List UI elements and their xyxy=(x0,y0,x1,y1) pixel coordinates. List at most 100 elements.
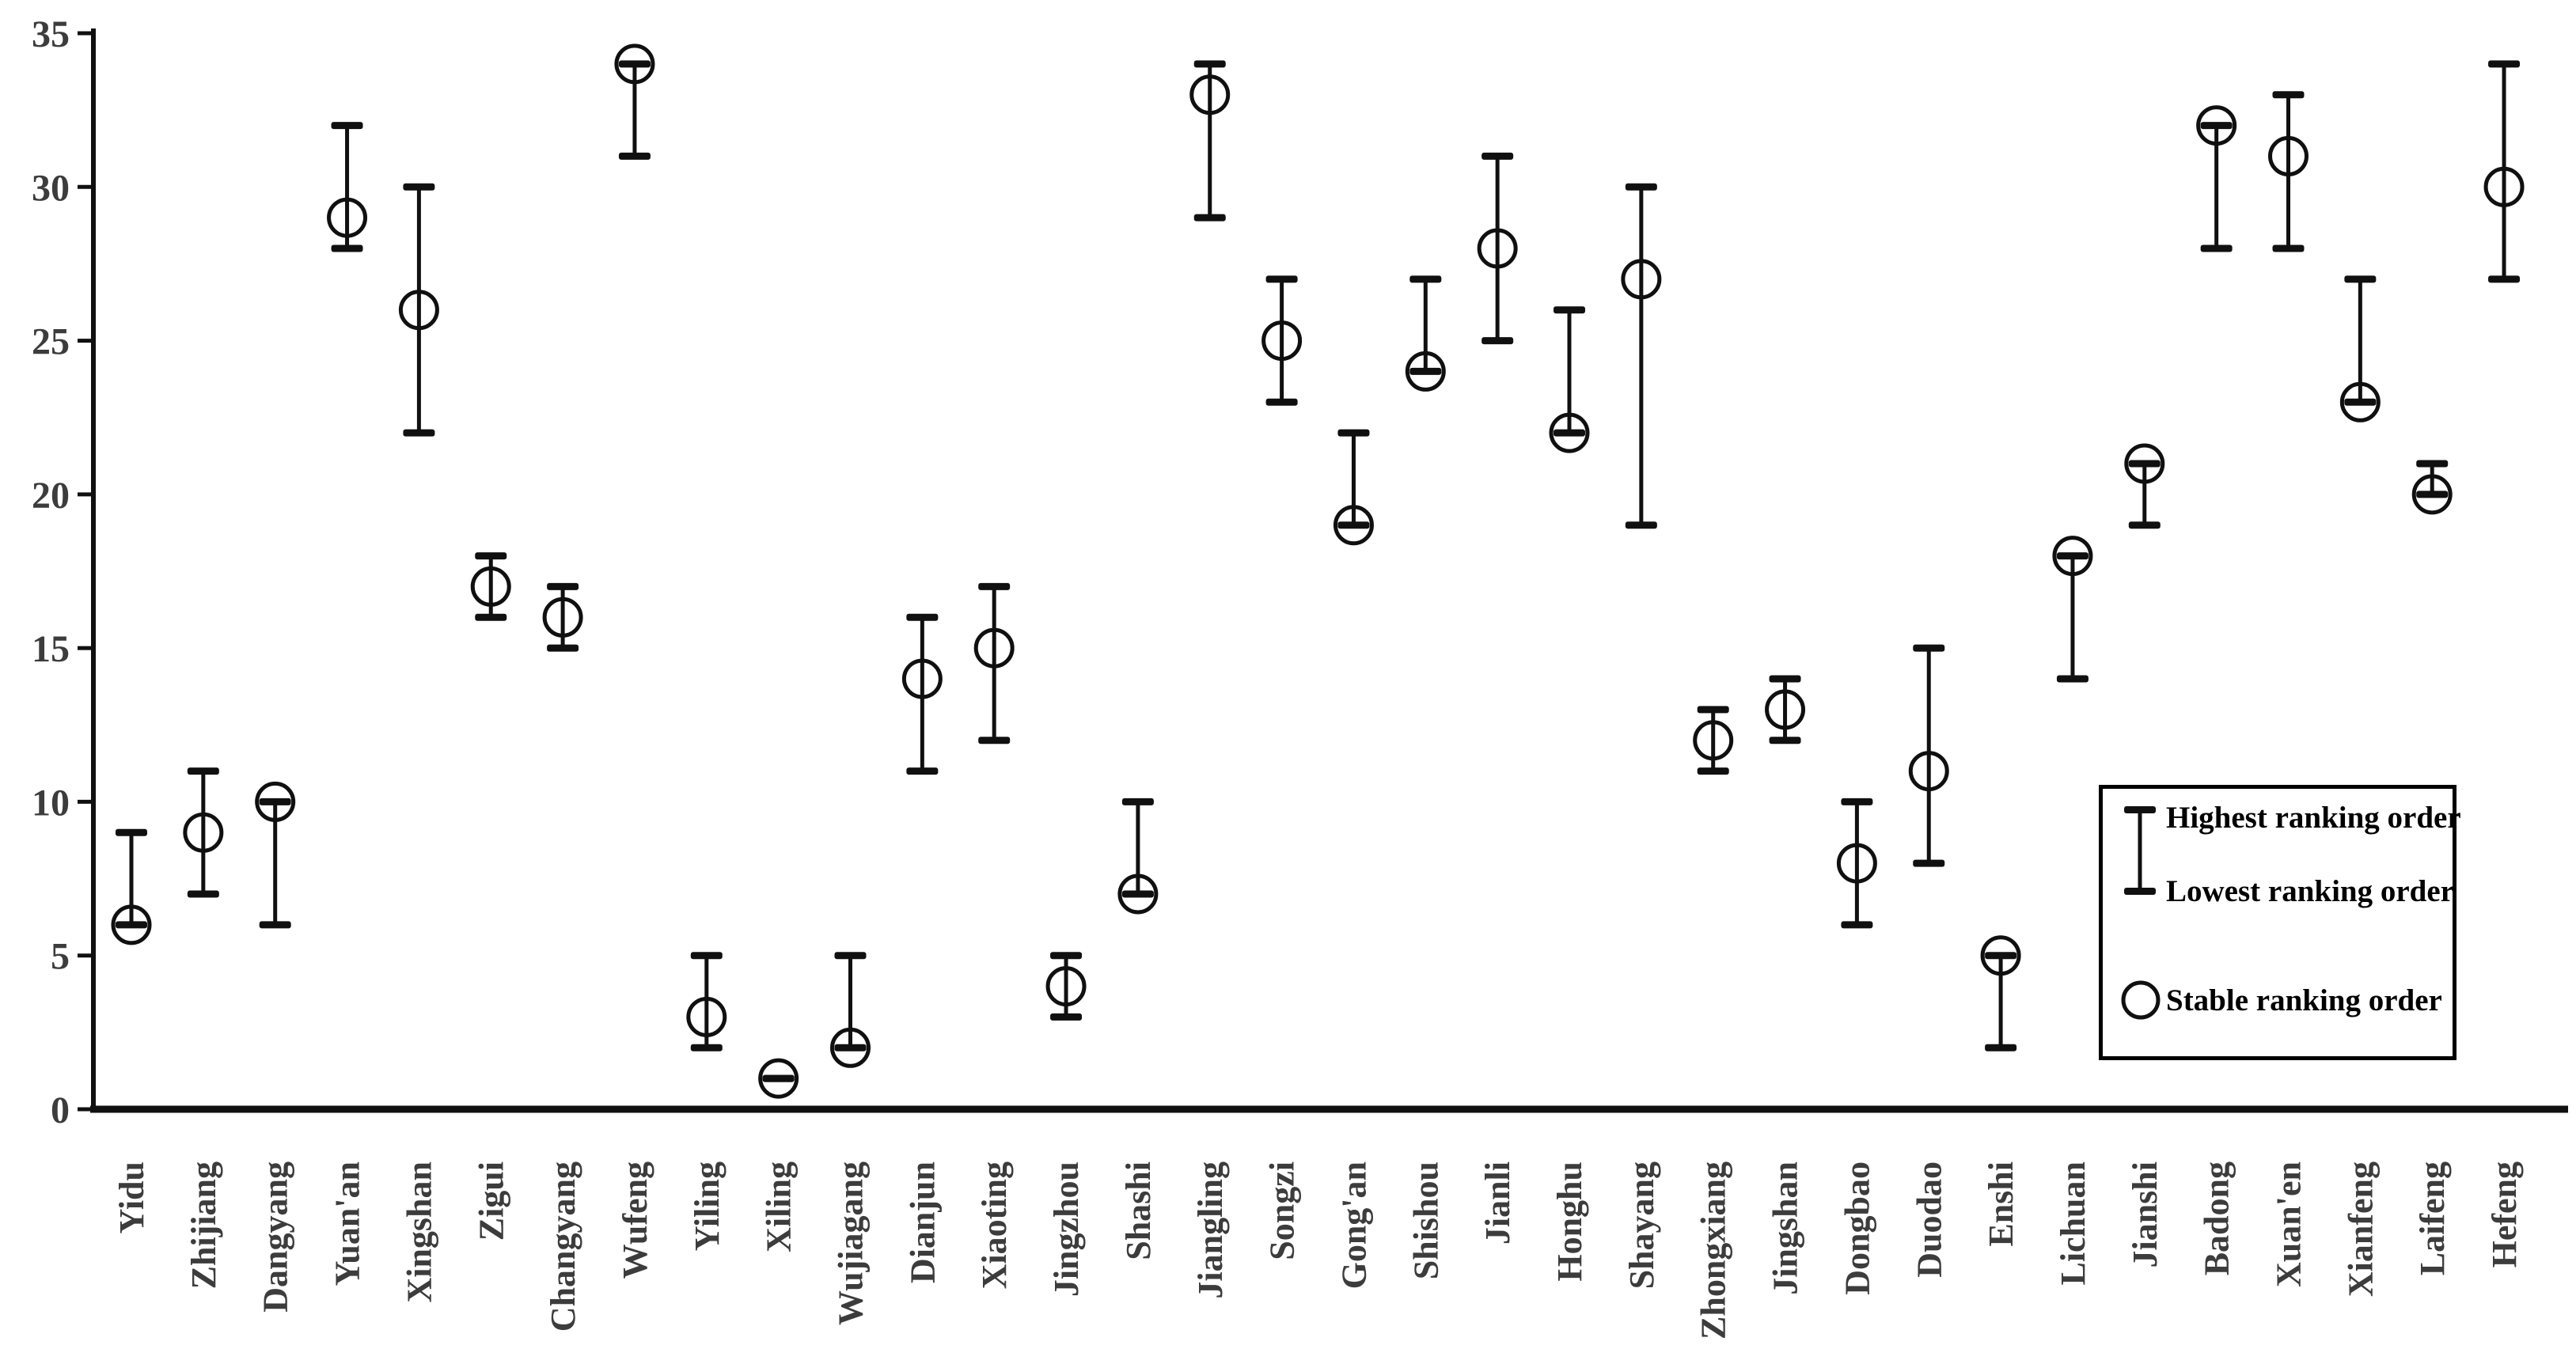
highest-cap xyxy=(1841,798,1873,805)
lowest-cap xyxy=(1121,890,1154,898)
lowest-cap xyxy=(2416,491,2449,498)
lowest-cap xyxy=(978,737,1011,745)
lowest-cap xyxy=(2272,244,2305,252)
stable-marker xyxy=(1908,751,1949,792)
lowest-cap xyxy=(1554,429,1585,437)
y-tick-label: 35 xyxy=(32,13,70,55)
highest-cap xyxy=(403,183,435,191)
chart-legend: Highest ranking order Lowest ranking ord… xyxy=(2099,785,2461,1060)
y-tick-label: 10 xyxy=(32,782,70,824)
highest-cap xyxy=(1050,952,1083,960)
stable-marker xyxy=(1621,259,1662,300)
x-tick-label: Wufeng xyxy=(616,1161,654,1279)
x-tick-label: Zhijiang xyxy=(184,1161,223,1289)
lowest-cap xyxy=(2128,521,2161,529)
highest-cap xyxy=(2128,460,2161,468)
stable-marker xyxy=(2268,135,2309,176)
stable-marker xyxy=(183,812,224,853)
lowest-cap xyxy=(2200,244,2233,252)
lowest-cap xyxy=(690,1044,723,1051)
lowest-cap xyxy=(1193,214,1226,222)
highest-cap xyxy=(331,122,363,130)
stable-marker xyxy=(973,627,1015,669)
lowest-cap xyxy=(1409,367,1442,375)
highest-cap xyxy=(1337,429,1370,437)
legend-label-lowest: Lowest ranking order xyxy=(2166,874,2454,908)
highest-cap xyxy=(2272,91,2305,99)
highest-cap xyxy=(1121,798,1154,805)
x-tick-label: Yiling xyxy=(688,1161,727,1251)
stable-marker xyxy=(470,566,511,607)
lowest-cap xyxy=(259,921,291,929)
x-tick-label: Shishou xyxy=(1406,1161,1445,1279)
stable-marker xyxy=(1549,412,1590,453)
x-tick-label: Jingshan xyxy=(1766,1161,1805,1295)
y-tick-label: 5 xyxy=(51,936,70,978)
lowest-cap xyxy=(2056,675,2088,683)
x-tick-label: Songzi xyxy=(1263,1161,1302,1260)
highest-cap xyxy=(834,952,867,960)
stable-marker xyxy=(2483,166,2525,207)
highest-cap xyxy=(1265,275,1298,283)
x-tick-label: Shashi xyxy=(1119,1161,1158,1260)
x-tick-label: Xiling xyxy=(760,1161,799,1252)
highest-cap xyxy=(690,952,723,960)
x-tick-label: Dongbao xyxy=(1838,1161,1876,1295)
stable-marker xyxy=(686,996,727,1037)
lowest-cap xyxy=(2344,398,2377,406)
stable-marker xyxy=(2124,443,2165,484)
highest-cap xyxy=(1697,706,1729,714)
x-tick-label: Jiangling xyxy=(1191,1161,1230,1299)
x-tick-label: Duodao xyxy=(1910,1161,1948,1278)
stable-marker xyxy=(1117,873,1159,915)
error-bar-icon xyxy=(2124,806,2156,895)
legend-label-highest: Highest ranking order xyxy=(2166,801,2461,835)
lowest-cap xyxy=(187,890,219,898)
stable-marker xyxy=(1045,966,1087,1007)
stable-marker xyxy=(1693,720,1734,761)
stable-marker xyxy=(1405,350,1446,392)
lowest-cap xyxy=(834,1044,867,1051)
highest-cap xyxy=(2488,60,2521,68)
stable-marker xyxy=(1261,320,1303,362)
x-tick-label: Changyang xyxy=(544,1161,582,1332)
stable-marker xyxy=(758,1058,799,1099)
stable-marker-icon xyxy=(2121,980,2161,1020)
highest-cap xyxy=(1913,644,1945,652)
stable-marker xyxy=(2339,381,2381,422)
lowest-cap xyxy=(1769,737,1801,745)
x-tick-label: Yidu xyxy=(112,1161,151,1233)
lowest-cap xyxy=(762,1074,795,1082)
lowest-cap xyxy=(2488,275,2521,283)
stable-marker xyxy=(1477,228,1518,269)
stable-marker xyxy=(2196,105,2237,146)
highest-cap xyxy=(116,828,147,836)
stable-marker xyxy=(398,290,439,331)
x-tick-label: Honghu xyxy=(1550,1161,1589,1282)
y-tick-label: 30 xyxy=(32,167,70,209)
lowest-cap xyxy=(331,244,363,252)
highest-cap xyxy=(259,798,291,805)
highest-cap xyxy=(547,582,579,590)
x-tick-label: Dangyang xyxy=(256,1161,295,1313)
x-tick-label: Xianfeng xyxy=(2341,1161,2380,1297)
lowest-cap xyxy=(1265,398,1298,406)
lowest-cap xyxy=(116,921,147,929)
lowest-cap xyxy=(547,644,579,652)
stable-marker xyxy=(2052,536,2093,577)
x-tick-label: Wujiagang xyxy=(832,1161,871,1325)
x-tick-label: Hefeng xyxy=(2485,1161,2524,1267)
lowest-cap xyxy=(1050,1013,1083,1021)
x-tick-label: Zigui xyxy=(472,1161,510,1241)
stable-marker xyxy=(1333,505,1374,546)
stable-marker xyxy=(2411,474,2453,515)
highest-cap xyxy=(2056,552,2088,560)
stable-marker xyxy=(1980,935,2021,976)
highest-cap xyxy=(1985,952,2017,960)
lowest-cap xyxy=(403,429,435,437)
x-tick-label: Badong xyxy=(2198,1161,2236,1275)
lowest-cap xyxy=(1481,337,1514,345)
highest-cap xyxy=(1554,306,1585,314)
highest-cap xyxy=(2200,122,2233,130)
